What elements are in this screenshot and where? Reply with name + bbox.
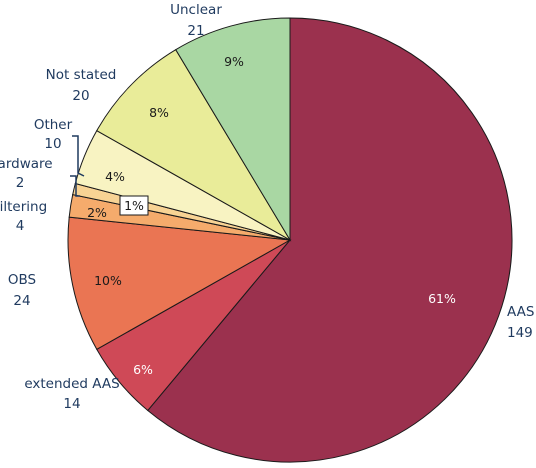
- category-name: Not stated: [46, 67, 117, 83]
- category-name: extended AAS: [24, 376, 119, 392]
- category-count: 10: [44, 136, 61, 152]
- category-name: OBS: [8, 272, 36, 288]
- category-label: Not stated 20: [46, 67, 117, 104]
- data-label-pct: 1%: [124, 198, 144, 213]
- pie-slice-unclear: [175, 17, 291, 242]
- data-label-pct: 9%: [224, 54, 244, 69]
- pie-slice-aas: [147, 17, 513, 463]
- category-label: OBS 24: [8, 272, 36, 309]
- category-name: AAS: [507, 304, 534, 320]
- category-label: Unclear 21: [170, 2, 222, 39]
- category-count: 149: [507, 325, 533, 341]
- category-name: Unclear: [170, 2, 222, 18]
- category-count: 24: [13, 293, 30, 309]
- category-label: AAS 149: [507, 304, 534, 341]
- data-label-pct: 61%: [428, 291, 456, 306]
- data-label-pct: 2%: [87, 205, 107, 220]
- leader-hardware: [70, 175, 80, 197]
- category-name: Hardware: [0, 156, 53, 172]
- category-label: Hardware 2: [0, 156, 53, 191]
- pie-slice-obs: [67, 216, 292, 351]
- data-label-pct: 10%: [94, 273, 122, 288]
- data-label-box: [119, 195, 149, 216]
- category-label: Other 10: [34, 117, 73, 152]
- category-name: Filtering: [0, 199, 47, 215]
- category-count: 21: [187, 23, 204, 39]
- pie-slice-not-stated: [96, 48, 292, 242]
- category-count: 20: [72, 88, 89, 104]
- category-count: 4: [16, 218, 25, 234]
- data-label-pct: 4%: [105, 169, 125, 184]
- category-count: 2: [16, 175, 25, 191]
- category-name: Other: [34, 117, 73, 133]
- data-label-pct: 6%: [133, 362, 153, 377]
- category-label: Filtering 4: [0, 199, 47, 234]
- data-label-pct: 8%: [149, 105, 169, 120]
- category-count: 14: [63, 396, 80, 412]
- leader-other: [72, 135, 85, 177]
- category-label: extended AAS 14: [24, 376, 119, 412]
